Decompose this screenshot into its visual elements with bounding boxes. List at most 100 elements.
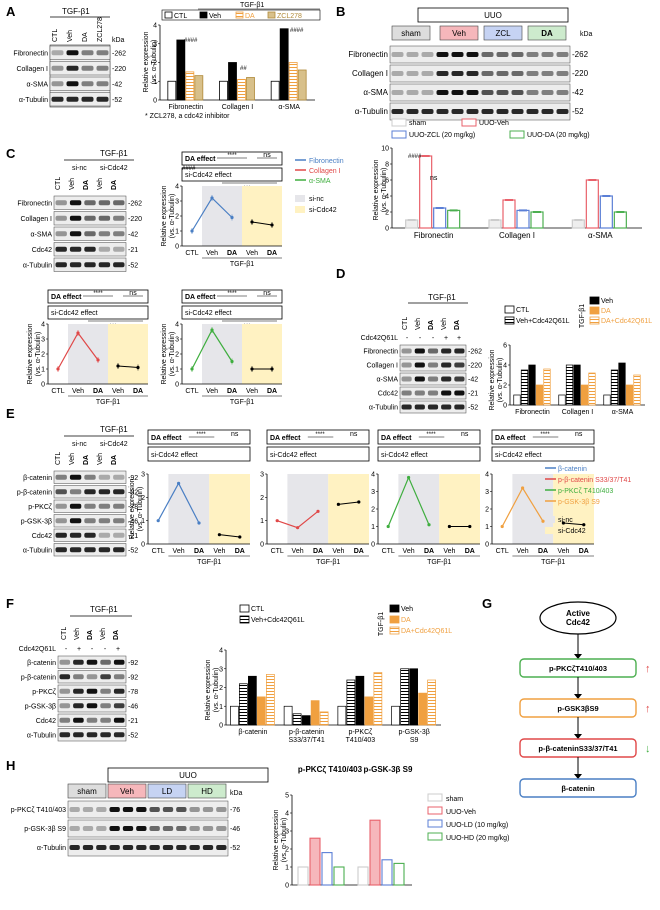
legend-label: Collagen I [309,168,341,175]
b-header: UUO [484,11,502,20]
blot-band [73,717,84,723]
data-point [500,524,504,529]
legend-swatch [391,118,407,127]
blot-band [59,703,71,709]
legend-swatch [239,604,250,613]
lane-label: sham [77,787,97,796]
sig: ns [350,431,358,438]
blot-band [451,52,464,57]
x-tick: α-SMA [278,104,300,111]
blot-band [391,109,404,114]
x-tick: Collagen I [562,409,594,416]
blot-row-label: Cdc42 [32,533,52,540]
bar [558,394,566,406]
blot-row-label: α-SMA [376,377,398,384]
bar [613,211,627,229]
treatment: TGF-β1 [100,149,128,158]
kda-value: -92 [128,660,138,667]
bar [625,384,634,406]
lane-label: Veh [97,178,104,190]
bar [520,369,529,406]
blot-strip [389,83,571,102]
bar [185,71,195,101]
blot-band [55,474,67,480]
blot-band [66,96,79,102]
blot-band [69,262,82,268]
y-tick: 1 [260,518,264,525]
blot-band [122,845,134,850]
blot-band [427,348,439,354]
blot-band [511,71,524,76]
legend-label: si-nc [309,196,324,203]
y-tick: 2 [371,507,375,514]
blot-band [69,532,82,538]
y-tick: 2 [385,210,389,217]
blot-band [109,845,120,850]
sig: ns [263,290,271,297]
blot-band [496,90,509,95]
blot-band [511,109,524,114]
blot-band [55,518,67,524]
bar [530,211,544,229]
blot-band [202,845,214,850]
y-tick: 2 [153,60,157,67]
legend-label: DA [245,13,255,20]
blot-row-label: Cdc42 [32,247,52,254]
lane-label: DA [111,180,118,190]
blot-band [84,231,96,237]
sig: ns [461,431,469,438]
y-tick: 3 [285,829,289,836]
data-point [156,519,160,523]
blot-band [55,200,67,206]
si-nc-shade [202,324,242,384]
panel-d-blot: TGF-β1 CTL Veh DA Veh DA Cdc42Q61L - - - + + Fibrone… [361,293,482,414]
blot-band [55,215,67,221]
blot-band [59,688,71,694]
a-note: * ZCL278, a cdc42 inhibitor [145,113,230,120]
blot-row-label: α-Tubulin [23,547,52,554]
bar [301,715,311,726]
bar [297,866,309,886]
h-header: UUO [179,771,197,780]
data-point [357,500,361,504]
blot-band [202,807,214,812]
panel-letter-g: G [482,596,492,611]
blot-band [98,246,111,252]
blot-band [436,52,449,57]
kda-value: -21 [128,718,138,725]
blot-band [51,65,64,71]
legend-swatch [509,130,525,139]
blot-band [84,518,96,524]
legend-swatch [589,296,600,305]
blot-band [526,90,539,95]
x-tick: DA [227,250,237,257]
x-tick: CTL [496,548,509,555]
legend-label: CTL [251,606,264,613]
y-tick: 2 [175,214,179,221]
bar [447,209,461,229]
cdc-effect: si-Cdc42 effect [495,452,542,459]
group-label: si-Cdc42 [100,165,128,172]
blot-strip [67,838,229,857]
blot-band [98,215,111,221]
blot-row-label: Cdc42 [36,718,56,725]
lane-label: CTL [55,177,62,190]
pathway-step-label: p-PKCζT410/403 [549,664,607,673]
data-point [336,502,340,506]
y-tick: 0 [153,98,157,105]
lane-label: DA [83,180,90,190]
bar [405,219,419,229]
x-tick: Veh [213,548,225,555]
blot-band [100,659,111,665]
legend-label: DA+Cdc42Q61L [401,628,452,635]
blot-band [69,246,82,252]
x-group: TGF-β1 [197,559,221,566]
bar [419,155,433,229]
blot-band [541,71,554,76]
blot-row-label: Collagen I [20,216,52,223]
legend-label: UUO-ZCL (20 mg/kg) [409,132,475,139]
y-axis-label: Relative expression(vs. α-Tubulin) [161,185,176,246]
blot-band [96,826,107,831]
